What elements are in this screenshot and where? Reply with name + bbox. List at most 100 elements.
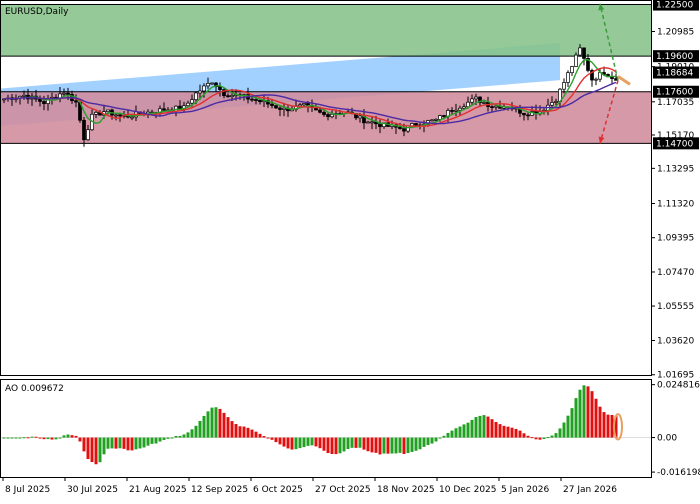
ao-bar xyxy=(534,437,538,440)
ao-bar xyxy=(166,437,170,439)
price-tick-label: 1.15170 xyxy=(657,131,694,141)
candle-body xyxy=(326,114,330,118)
ao-bar xyxy=(598,406,602,438)
ao-bar xyxy=(422,437,426,447)
ao-bar xyxy=(382,437,386,454)
candle-body xyxy=(198,90,202,94)
time-tick-label: 27 Oct 2025 xyxy=(315,485,371,495)
ao-bar xyxy=(566,415,570,438)
candle-body xyxy=(278,107,282,110)
candle-body xyxy=(226,95,230,98)
ao-bar xyxy=(530,437,534,439)
ao-bar xyxy=(222,412,226,438)
ao-bar xyxy=(90,437,94,463)
candle-body xyxy=(210,82,214,85)
ao-bar xyxy=(122,437,126,449)
ao-bar xyxy=(290,437,294,450)
candle-body xyxy=(594,78,598,81)
ao-bar xyxy=(558,428,562,438)
ao-bar xyxy=(434,437,438,442)
ao-bar xyxy=(458,426,462,438)
candle-body xyxy=(114,114,118,117)
time-tick-label: 21 Aug 2025 xyxy=(129,485,187,495)
ao-tick-label: -0.016198 xyxy=(657,468,700,478)
ao-bar xyxy=(278,437,282,445)
level-tag xyxy=(653,137,699,150)
ao-bar xyxy=(470,419,474,438)
candle-body xyxy=(454,109,458,112)
candle-body xyxy=(490,106,494,108)
candle-body xyxy=(358,115,362,119)
candle-body xyxy=(318,109,322,113)
ao-bar xyxy=(34,436,38,438)
ao-bar xyxy=(430,437,434,444)
ao-bar xyxy=(306,437,310,446)
level-tag xyxy=(653,0,699,11)
ao-bar xyxy=(130,437,134,451)
ao-bar xyxy=(82,437,86,452)
candle-body xyxy=(398,126,402,129)
ao-bar xyxy=(262,436,266,438)
ao-bar xyxy=(58,437,62,439)
ao-bar xyxy=(418,437,422,450)
ao-bar xyxy=(286,437,290,449)
ao-bar xyxy=(486,416,490,438)
ao-pane xyxy=(0,379,652,478)
main-plot xyxy=(1,3,651,147)
candle-body xyxy=(22,94,26,97)
ao-bar xyxy=(98,437,102,463)
time-tick-label: 30 Jul 2025 xyxy=(67,485,118,495)
level-tag xyxy=(653,50,699,63)
candle-body xyxy=(434,119,438,121)
candle-body xyxy=(366,121,370,124)
time-tick-label: 27 Jan 2026 xyxy=(563,485,617,495)
candle-body xyxy=(194,92,198,101)
candle-body xyxy=(378,123,382,128)
ao-bar xyxy=(442,435,446,438)
ao-bar xyxy=(94,437,98,465)
candle-body xyxy=(322,111,326,115)
ao-bar xyxy=(514,428,518,438)
ao-plot: 0.024816 0.00 -0.016198 xyxy=(1,381,700,478)
candle-body xyxy=(230,95,234,97)
ao-bar xyxy=(38,437,42,439)
ao-bar xyxy=(438,437,442,439)
ao-bar xyxy=(502,425,506,438)
ao-bar xyxy=(182,434,186,438)
ao-bar xyxy=(354,437,358,448)
ao-bar xyxy=(294,437,298,450)
candle-body xyxy=(442,115,446,117)
ao-bar xyxy=(14,437,18,439)
ma-mid-line xyxy=(3,66,617,127)
ao-bar xyxy=(390,437,394,454)
level-tag-label: 1.22500 xyxy=(656,1,693,11)
candle-body xyxy=(566,72,570,83)
ao-bar xyxy=(142,437,146,448)
ao-bar xyxy=(134,437,138,450)
ao-bar xyxy=(494,422,498,438)
ao-bar xyxy=(310,437,314,446)
ao-bar xyxy=(106,437,110,449)
candle-body xyxy=(66,92,70,95)
candle-body xyxy=(38,98,42,102)
ao-bar xyxy=(230,421,234,438)
ao-bar xyxy=(326,437,330,454)
price-tick-label: 1.01695 xyxy=(657,371,694,381)
ao-bar xyxy=(574,398,578,438)
ao-bar xyxy=(70,435,74,438)
candle-body xyxy=(298,104,302,107)
candle-body xyxy=(94,112,98,115)
time-tick-label: 8 Jul 2025 xyxy=(5,485,50,495)
candle-body xyxy=(526,114,530,117)
ao-bar xyxy=(538,437,542,440)
ao-bar xyxy=(518,430,522,438)
symbol-label: EURUSD,Daily xyxy=(5,7,69,17)
ao-bar xyxy=(190,429,194,438)
ao-bar xyxy=(266,437,270,439)
candle-body xyxy=(106,109,110,112)
candle-body xyxy=(458,107,462,111)
ao-bar xyxy=(114,437,118,449)
candle-body xyxy=(562,82,566,90)
candle-body xyxy=(590,70,594,81)
price-tick-label: 1.05555 xyxy=(657,302,694,312)
